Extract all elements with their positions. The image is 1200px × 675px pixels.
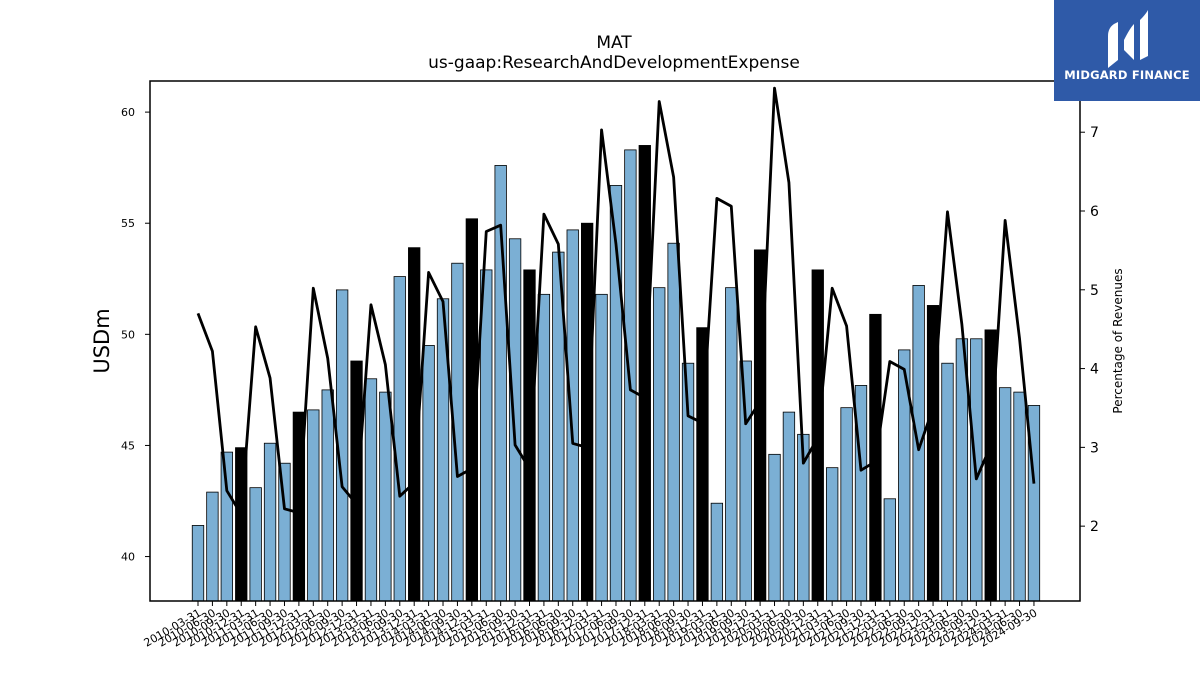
bar (840, 407, 853, 602)
chart-subtitle: us-gaap:ResearchAndDevelopmentExpense (428, 53, 800, 73)
bar (249, 487, 262, 602)
bar (883, 498, 896, 602)
y2-tick-label: 7 (1090, 125, 1099, 141)
midgard-m-logo-icon (1108, 10, 1148, 68)
plot-frame (149, 80, 1081, 602)
bar (768, 453, 781, 602)
bar (537, 293, 551, 602)
bar (263, 442, 277, 602)
bar (350, 360, 363, 602)
y-tick-label: 55 (121, 217, 135, 230)
bar (782, 411, 796, 602)
bar (379, 391, 392, 602)
bar (725, 287, 738, 602)
bar (364, 378, 378, 602)
bar (191, 525, 205, 602)
bar (523, 269, 536, 602)
y2-tick-label: 3 (1090, 440, 1099, 456)
bar (667, 242, 680, 602)
line-layer (196, 86, 1036, 516)
y-tick-label: 45 (121, 439, 135, 452)
bar (595, 293, 608, 602)
bar (710, 502, 724, 602)
chart-title: MAT (596, 33, 632, 53)
bar (220, 451, 233, 602)
bars-layer (191, 145, 1041, 602)
bar (739, 360, 752, 602)
y-axis-label: USDm (90, 308, 114, 373)
y2-tick-label: 5 (1090, 283, 1099, 299)
bar (1013, 391, 1026, 602)
y-tick-label: 40 (121, 551, 135, 564)
y-tick-label: 60 (121, 106, 135, 119)
x-axis: 2010-03-312010-06-302010-09-302010-12-31… (142, 601, 1039, 650)
bar (653, 287, 666, 602)
bar (206, 491, 219, 602)
bar (941, 362, 954, 602)
percentage-line (196, 86, 1036, 516)
right-axis: 2 3 4 5 6 7 (1080, 125, 1099, 535)
y2-axis-label: Percentage of Revenues (1111, 268, 1125, 413)
bar (422, 345, 435, 602)
y-tick-label: 50 (121, 328, 135, 341)
bar (826, 467, 839, 602)
bar (624, 149, 637, 602)
bar (393, 276, 406, 602)
bar (321, 389, 334, 602)
logo-text: MIDGARD FINANCE (1064, 68, 1190, 82)
midgard-finance-logo: MIDGARD FINANCE (1054, 0, 1200, 101)
bar (998, 387, 1012, 602)
bar (566, 229, 579, 602)
y2-tick-label: 2 (1090, 519, 1099, 535)
bar (508, 238, 522, 602)
bar (581, 222, 594, 602)
y2-tick-label: 4 (1090, 362, 1099, 378)
y2-tick-label: 6 (1090, 204, 1099, 220)
left-axis: 40 45 50 55 60 (121, 106, 150, 564)
bar (307, 409, 320, 602)
